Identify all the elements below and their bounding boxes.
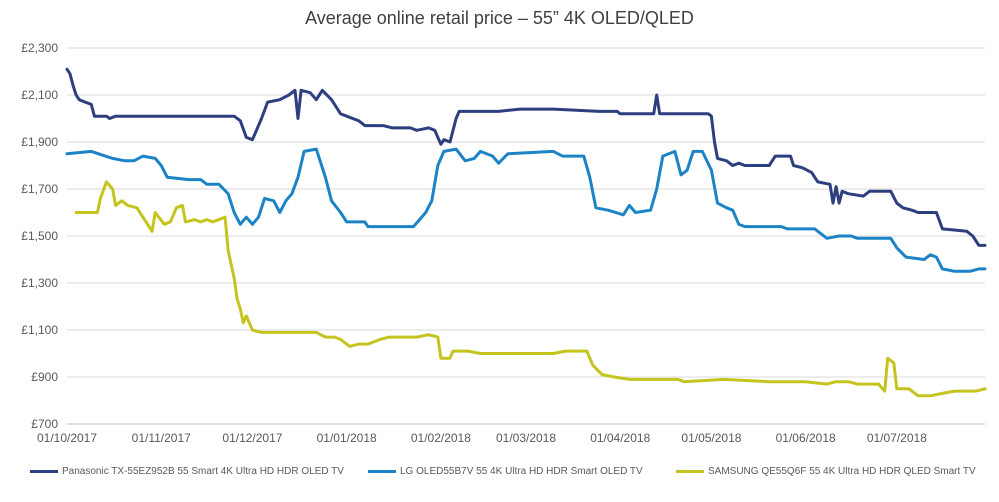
y-tick-label: £1,300 — [21, 276, 58, 290]
y-tick-label: £1,900 — [21, 135, 58, 149]
x-tick-label: 01/10/2017 — [37, 431, 97, 445]
x-tick-label: 01/01/2018 — [317, 431, 377, 445]
x-tick-label: 01/02/2018 — [411, 431, 471, 445]
chart-title: Average online retail price – 55” 4K OLE… — [305, 8, 694, 28]
y-tick-label: £900 — [31, 370, 58, 384]
series-line-2 — [74, 180, 987, 398]
legend-item-panasonic: Panasonic TX-55EZ952B 55 Smart 4K Ultra … — [30, 463, 344, 479]
series-line-1 — [65, 147, 987, 273]
x-tick-label: 01/04/2018 — [590, 431, 650, 445]
y-tick-label: £700 — [31, 417, 58, 431]
y-tick-label: £1,100 — [21, 323, 58, 337]
y-tick-label: £2,100 — [21, 88, 58, 102]
legend-item-lg: LG OLED55B7V 55 4K Ultra HD HDR Smart OL… — [368, 463, 643, 479]
x-axis-labels: 01/10/2017 01/11/2017 01/12/2017 01/01/2018… — [37, 431, 927, 445]
y-tick-label: £2,300 — [21, 41, 58, 55]
legend-item-samsung: SAMSUNG QE55Q6F 55 4K Ultra HD HDR QLED … — [676, 463, 976, 479]
y-tick-label: £1,500 — [21, 229, 58, 243]
x-tick-label: 01/03/2018 — [496, 431, 556, 445]
x-tick-label: 01/07/2018 — [867, 431, 927, 445]
series-line-0 — [65, 67, 987, 247]
x-tick-label: 01/12/2017 — [222, 431, 282, 445]
legend-label-panasonic: Panasonic TX-55EZ952B 55 Smart 4K Ultra … — [62, 465, 344, 477]
legend-label-lg: LG OLED55B7V 55 4K Ultra HD HDR Smart OL… — [400, 465, 643, 477]
x-tick-label: 01/05/2018 — [681, 431, 741, 445]
legend-swatch-lg — [368, 469, 396, 473]
legend-label-samsung: SAMSUNG QE55Q6F 55 4K Ultra HD HDR QLED … — [708, 465, 976, 477]
series-lines — [65, 67, 987, 398]
y-tick-label: £1,700 — [21, 182, 58, 196]
x-tick-label: 01/06/2018 — [776, 431, 836, 445]
legend-swatch-panasonic — [30, 469, 58, 473]
grid-lines — [67, 47, 985, 378]
chart-plot: £700 £900 £1,100 £1,300 £1,500 £1,700 £1,900 £2… — [21, 41, 987, 445]
y-axis-labels: £700 £900 £1,100 £1,300 £1,500 £1,700 £1,900 £2… — [21, 41, 58, 431]
x-tick-label: 01/11/2017 — [132, 431, 191, 445]
legend-swatch-samsung — [676, 469, 704, 473]
